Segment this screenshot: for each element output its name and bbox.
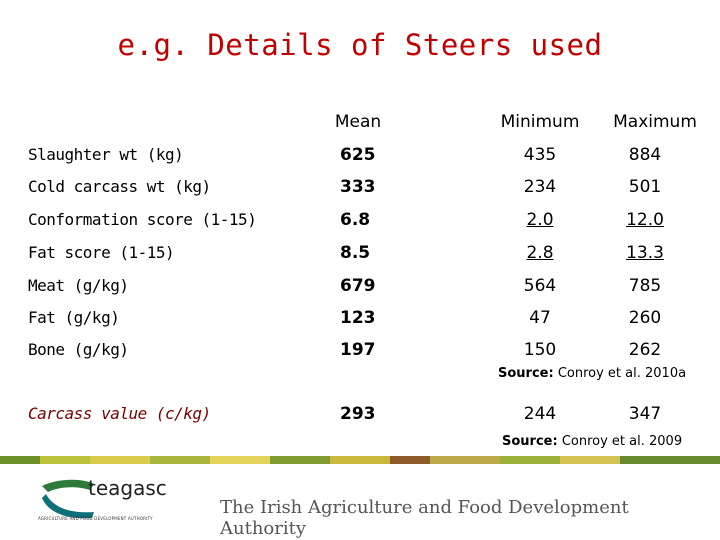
cell-mean: 333 [340,177,376,197]
cell-min: 47 [529,308,551,328]
row-label: Slaughter wt (kg) [28,145,184,164]
row-label: Conformation score (1-15) [28,210,257,229]
cell-min: 244 [523,404,557,424]
slide-title: e.g. Details of Steers used [117,28,603,62]
footer-authority-text: The Irish Agriculture and Food Developme… [220,497,629,539]
cell-max: 501 [628,177,662,197]
row-label: Cold carcass wt (kg) [28,177,211,196]
cell-max: 884 [628,145,662,165]
cell-max: 260 [628,308,662,328]
header-minimum: Minimum [500,112,580,132]
source-text: Conroy et al. 2010a [557,366,687,381]
logo-subtext: AGRICULTURE AND FOOD DEVELOPMENT AUTHORI… [38,516,153,521]
cell-max: 12.0 [626,210,664,230]
cell-min: 564 [523,276,557,296]
row-label: Fat score (1-15) [28,243,175,262]
row-label: Fat (g/kg) [28,308,120,327]
cell-min: 2.8 [526,243,554,263]
cell-max: 262 [628,340,662,360]
cell-mean: 8.5 [340,243,371,263]
cell-mean: 625 [340,145,376,165]
teagasc-logo-icon [42,479,94,519]
cell-mean: 6.8 [340,210,371,230]
header-maximum: Maximum [613,112,697,132]
header-mean: Mean [334,112,382,132]
decorative-color-band [0,456,720,464]
logo-text: teagasc [88,476,167,500]
cell-mean: 123 [340,308,376,328]
cell-min: 435 [523,145,557,165]
cell-max: 13.3 [626,243,664,263]
cell-min: 150 [523,340,557,360]
source-label: Source: [502,434,558,449]
cell-min: 2.0 [526,210,554,230]
cell-max: 347 [628,404,662,424]
cell-mean: 293 [340,404,376,424]
row-label: Bone (g/kg) [28,340,129,359]
source-text: Conroy et al. 2009 [561,434,683,449]
cell-mean: 197 [340,340,376,360]
row-label: Meat (g/kg) [28,276,129,295]
cell-min: 234 [523,177,557,197]
cell-mean: 679 [340,276,376,296]
source-note-1: Source: Conroy et al. 2010a [498,366,686,381]
source-note-2: Source: Conroy et al. 2009 [502,434,682,449]
cell-max: 785 [628,276,662,296]
row-label-carcass-value: Carcass value (c/kg) [28,404,211,423]
source-label: Source: [498,366,554,381]
